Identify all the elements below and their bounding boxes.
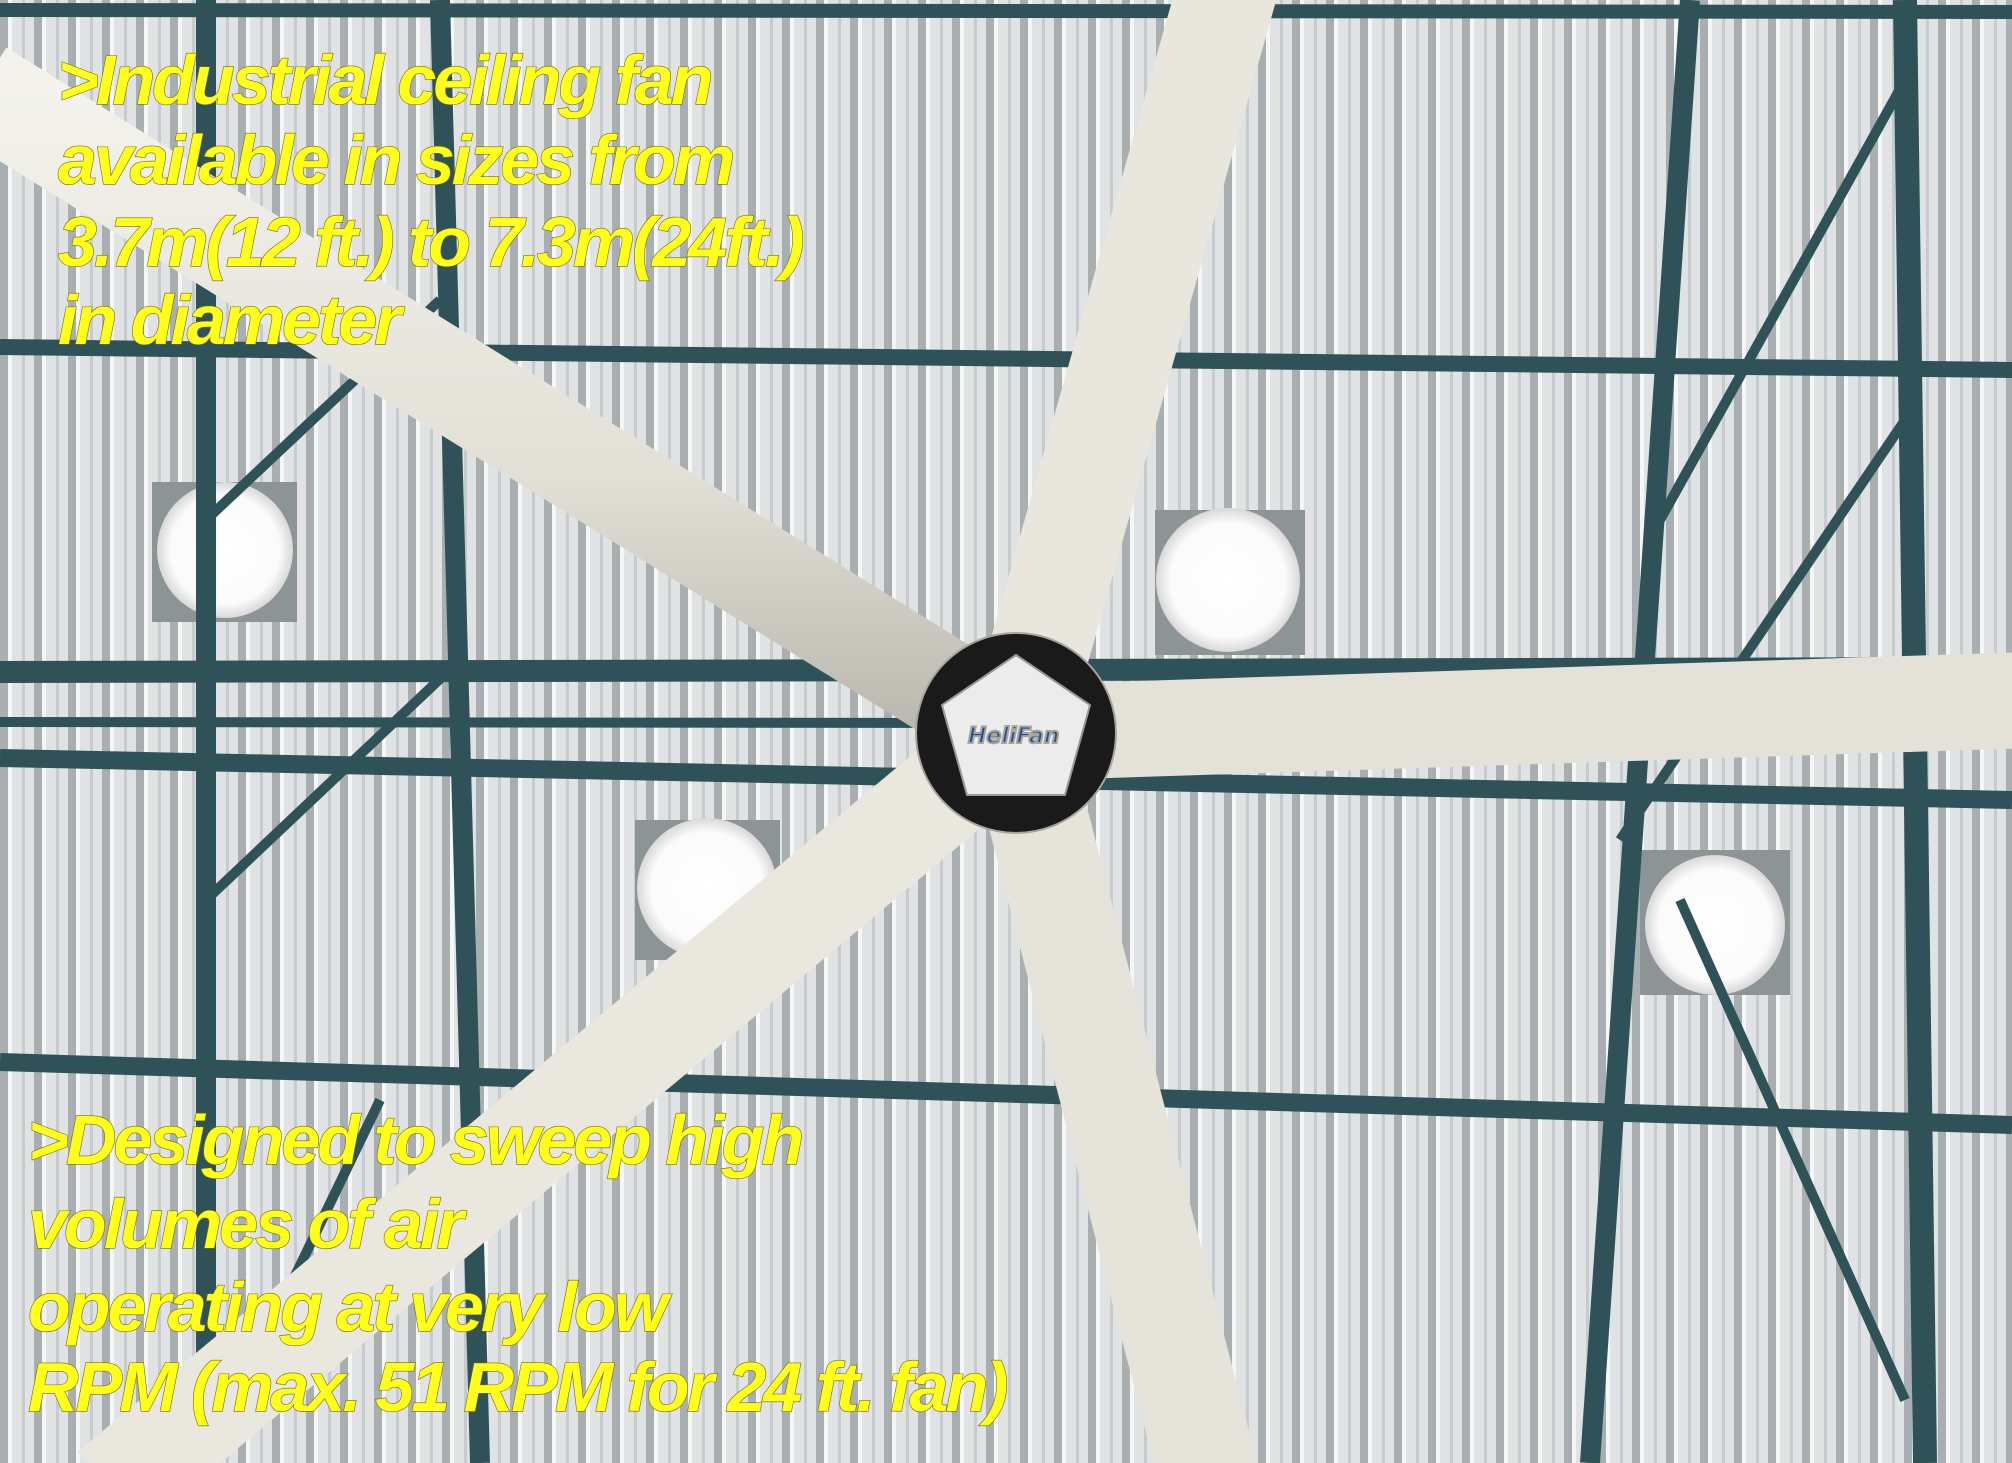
- blade: [1014, 652, 2012, 781]
- logo: HeliFan: [968, 724, 1059, 749]
- caption-line: >Designed to sweep high: [28, 1101, 801, 1179]
- caption-line: operating at very low: [28, 1268, 673, 1346]
- blade: [967, 720, 1258, 1463]
- caption-line: volumes of air: [28, 1185, 467, 1263]
- caption-line: >Industrial ceiling fan: [58, 41, 711, 119]
- caption-line: in diameter: [58, 281, 405, 359]
- caption-line: available in sizes from: [58, 121, 733, 199]
- blade: [967, 0, 1277, 747]
- caption-line: 3.7m(12 ft.) to 7.3m(24ft.): [58, 203, 803, 281]
- blade: [77, 694, 1049, 1463]
- caption-bottom: >Designed to sweep high volumes of air o…: [27, 1100, 1010, 1426]
- caption-top: >Industrial ceiling fan available in siz…: [57, 40, 807, 359]
- caption-line: RPM (max. 51 RPM for 24 ft. fan): [28, 1348, 1007, 1426]
- blade: [0, 47, 1043, 776]
